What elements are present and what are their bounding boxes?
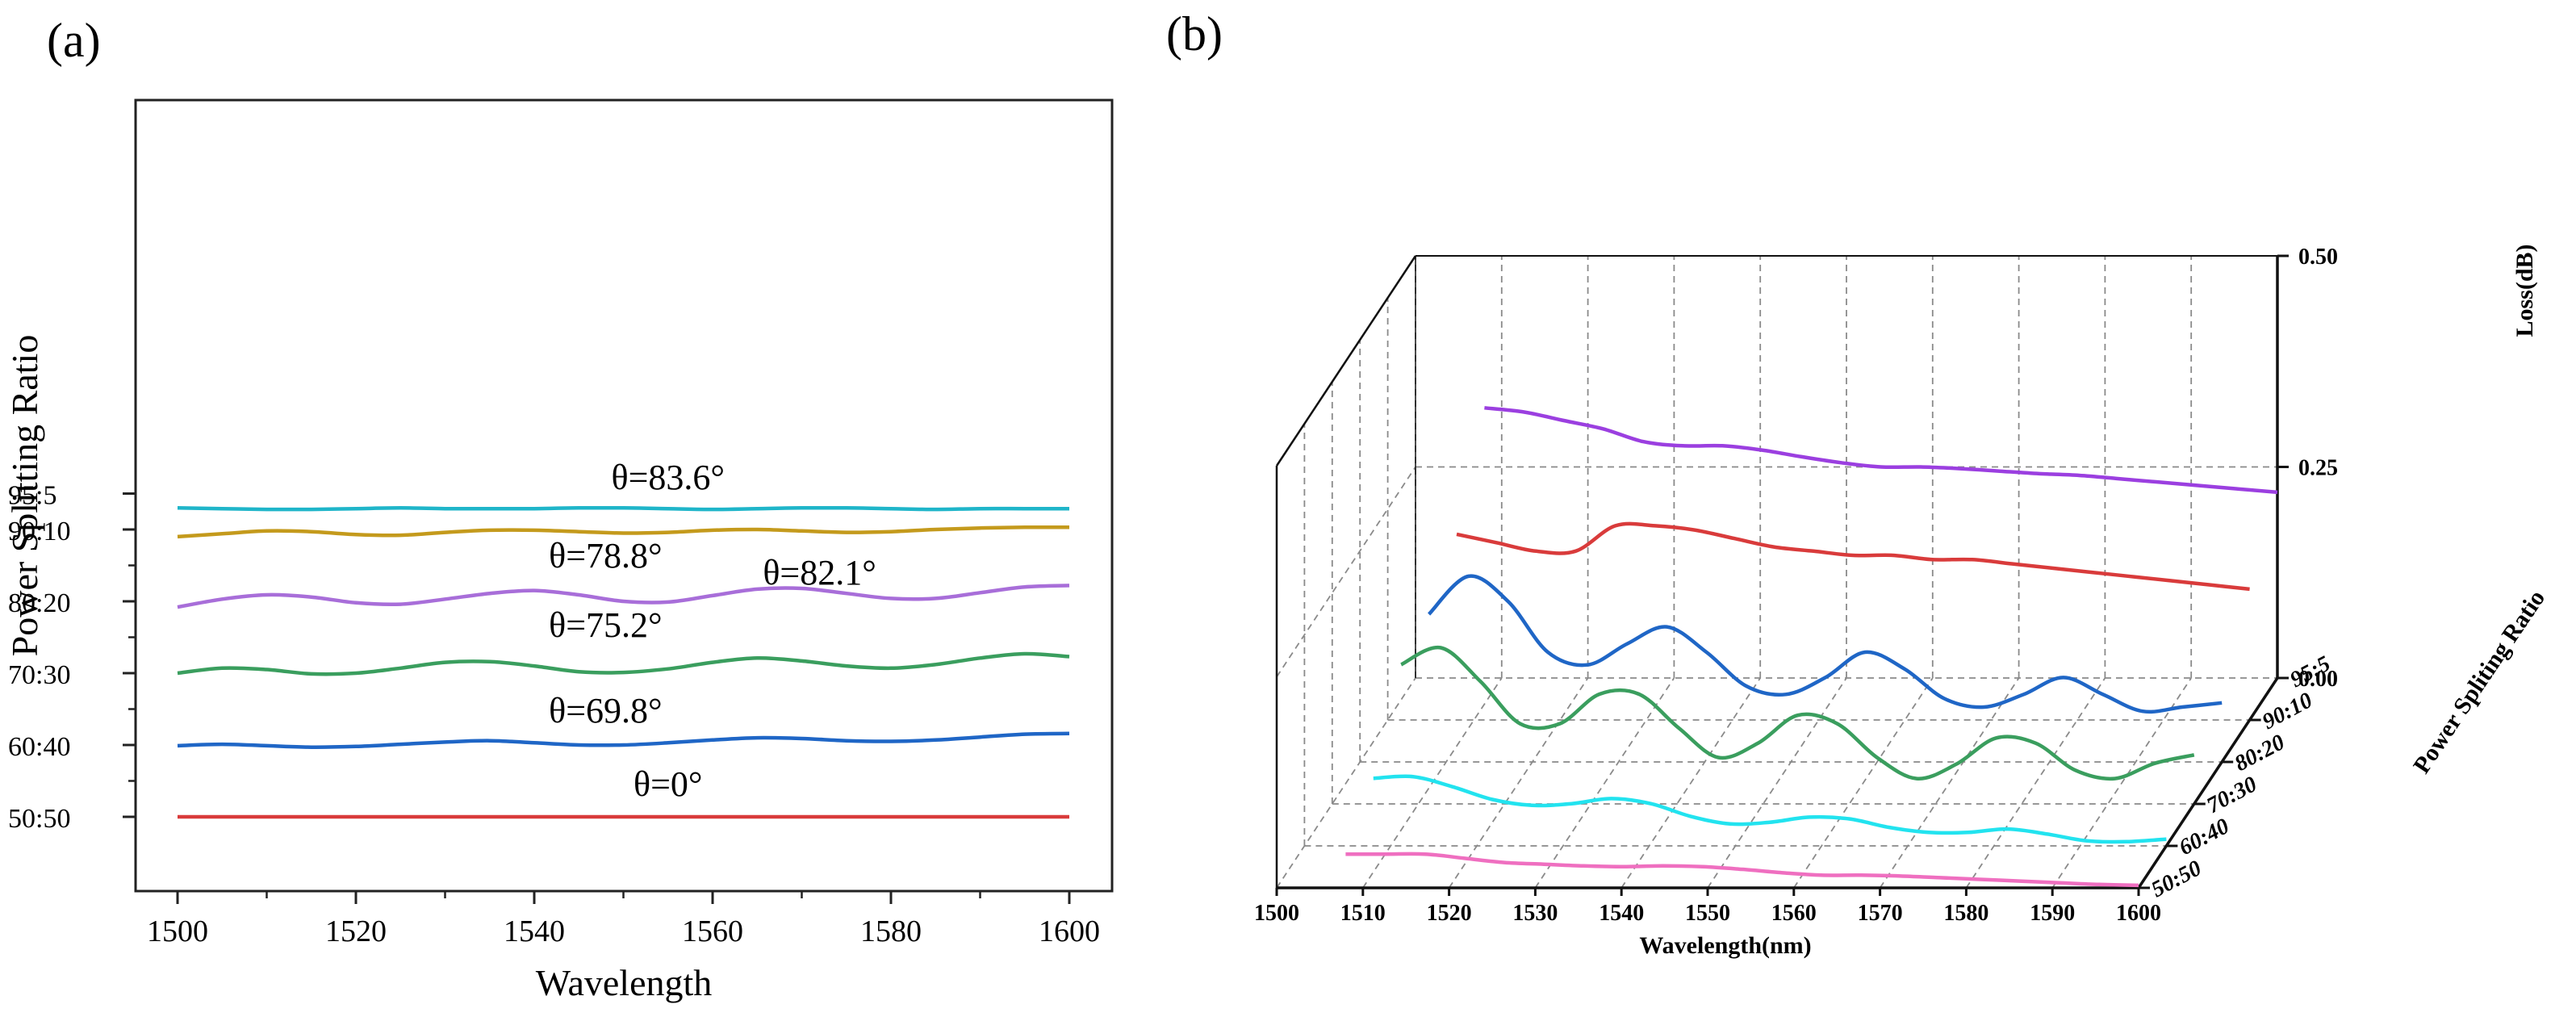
a-theta-label: θ=0° (634, 764, 703, 804)
a-y-tick-label: 50:50 (8, 804, 70, 834)
panel-a-y-axis-title: Power Splitting Ratio (4, 335, 45, 657)
b-floor-grid-line (1448, 677, 1589, 889)
b-z-tick-label: 0.00 (2298, 667, 2338, 692)
a-x-tick-label: 1520 (325, 914, 387, 948)
a-x-tick-label: 1580 (860, 914, 922, 948)
a-y-tick-label: 80:20 (8, 588, 70, 618)
b-series-line (1345, 852, 2139, 888)
a-series-line (177, 651, 1070, 676)
panel-b-x-ticks: 1500 1510 1520 1530 1540 1550 1560 1570 1580 1590… (1254, 888, 2161, 926)
b-floor-grid-line (2051, 677, 2192, 889)
b-x-tick-label: 1560 (1771, 901, 1817, 926)
panel-a-x-axis-title: Wavelength (536, 962, 713, 1003)
b-floor-grid-line (1276, 677, 1416, 889)
panel-b-y-axis-title: Power Spliting Ratio (2408, 585, 2550, 778)
b-x-tick-label: 1510 (1340, 901, 1386, 926)
b-z-tick-label: 0.50 (2298, 245, 2338, 270)
b-floor-grid-line (1879, 677, 2020, 889)
b-floor-grid-line (1965, 677, 2106, 889)
b-floor-grid-line (1620, 677, 1761, 889)
a-theta-label: θ=83.6° (612, 458, 726, 497)
panel-b-grid (1276, 256, 2278, 889)
b-series-line (1456, 521, 2250, 592)
a-y-tick-label: 60:40 (8, 732, 70, 762)
b-series-line (1427, 574, 2223, 714)
b-x-tick-label: 1580 (1943, 901, 1988, 926)
b-x-tick-label: 1590 (2030, 901, 2075, 926)
panel-a-y-ticks: 50:50 60:40 70:30 80:20 90:10 95:5 (8, 481, 136, 834)
panel-a-x-ticks: 1500 1520 1540 1560 1580 1600 (147, 891, 1100, 948)
a-y-tick-label: 70:30 (8, 660, 70, 690)
a-series-line (177, 505, 1069, 512)
panel-b-x-axis-title: Wavelength(nm) (1639, 932, 1811, 959)
b-floor-grid-line (1534, 677, 1675, 889)
b-side-grid-line (1276, 467, 1416, 677)
b-floor-grid-line (1362, 677, 1503, 889)
a-y-tick-label: 90:10 (8, 517, 70, 546)
a-theta-label: θ=75.2° (549, 605, 663, 645)
b-x-tick-label: 1550 (1685, 901, 1730, 926)
b-x-tick-label: 1570 (1858, 901, 1903, 926)
b-series-line (1373, 774, 2167, 844)
b-floor-grid-line (1707, 677, 1847, 889)
a-y-tick-label: 95:5 (8, 481, 56, 511)
b-x-tick-label: 1520 (1427, 901, 1472, 926)
a-x-tick-label: 1600 (1039, 914, 1100, 948)
a-x-tick-label: 1500 (147, 914, 208, 948)
panel-b-z-axis-title: Loss(dB) (2511, 244, 2538, 337)
panel-b-label: (b) (1166, 7, 1223, 61)
b-z-tick-label: 0.25 (2298, 456, 2338, 481)
b-x-tick-label: 1540 (1599, 901, 1644, 926)
a-theta-label: θ=78.8° (549, 536, 663, 575)
b-y-axis (2137, 677, 2279, 889)
b-series-line (1400, 646, 2195, 781)
panel-a-label: (a) (47, 14, 101, 67)
panel-b-series (1345, 406, 2278, 888)
a-theta-label: θ=82.1° (763, 553, 876, 592)
b-series-line (1484, 406, 2278, 495)
panel-a-series (177, 505, 1070, 819)
panel-a: (a) 1500 1520 1540 1560 1580 1600 50:50 60:40 7… (4, 14, 1114, 1003)
a-theta-label: θ=69.8° (549, 691, 663, 730)
b-floor-grid-line (1793, 677, 1934, 889)
a-x-tick-label: 1540 (504, 914, 565, 948)
a-series-line (177, 731, 1070, 749)
b-frame-edge (1275, 255, 1417, 467)
b-x-tick-label: 1530 (1512, 901, 1558, 926)
panel-b-frame (1275, 255, 2279, 889)
panel-b: (b) 1500 1510 1520 1530 1540 1550 1560 1570 1580… (1166, 7, 2550, 959)
a-x-tick-label: 1560 (682, 914, 743, 948)
b-x-tick-label: 1500 (1254, 901, 1299, 926)
a-series-line (177, 584, 1070, 609)
panel-a-annotations: θ=0° θ=69.8° θ=75.2° θ=78.8° θ=82.1° θ=83.6° (549, 458, 876, 804)
b-x-tick-label: 1600 (2116, 901, 2161, 926)
a-series-line (177, 525, 1070, 539)
panel-b-z-ticks: 0.00 0.25 0.50 (2277, 245, 2338, 692)
